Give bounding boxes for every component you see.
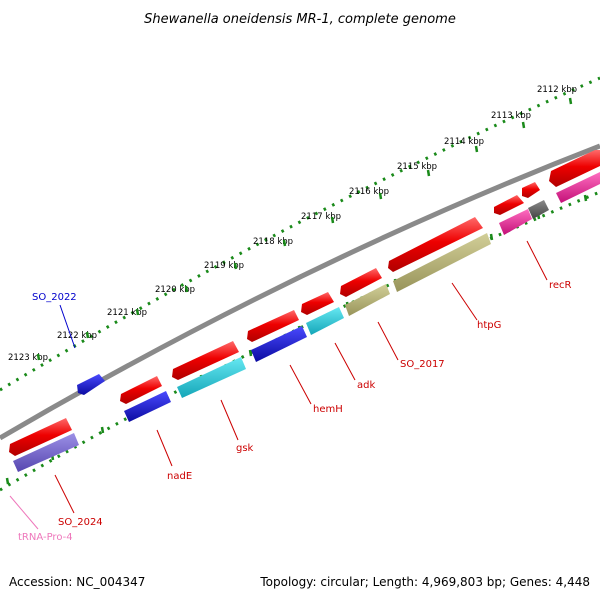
tick-label-2112: 2112 kbp [537,85,577,95]
major-tick-marks [36,97,573,361]
tick-label-2116: 2116 kbp [349,187,389,197]
tick-label-2115: 2115 kbp [397,162,437,172]
cds-arrow-nadE[interactable] [120,376,162,404]
cds-arrow-hemH[interactable] [247,310,299,342]
tick-label-2120: 2120 kbp [155,285,195,295]
label-gsk[interactable]: gsk [236,443,254,454]
label-leader-lines [9,240,548,530]
tick-label-2121: 2121 kbp [107,308,147,318]
tick-label-2119: 2119 kbp [204,261,244,271]
label-htpG[interactable]: htpG [477,320,501,331]
tick-label-2122: 2122 kbp [57,331,97,341]
cds-arrow-SO_2022[interactable] [77,374,105,395]
label-hemH[interactable]: hemH [313,404,343,415]
cds-arrow-SO_2017[interactable] [340,268,382,297]
genome-backbone [0,143,600,441]
kbp-ticks: 2112 kbp 2113 kbp 2114 kbp 2115 kbp 2116… [8,85,577,363]
cds-arrow-adk[interactable] [301,292,334,315]
tick-label-2113: 2113 kbp [491,111,531,121]
gene-labels: recR htpG SO_2017 adk hemH gsk nadE SO_2… [18,280,572,543]
label-SO_2017[interactable]: SO_2017 [400,359,445,370]
feature-bar-cyan-adk[interactable] [306,307,344,335]
feature-bar-gray[interactable] [528,200,549,219]
cds-arrow-recR-small[interactable] [494,195,524,215]
label-SO_2022[interactable]: SO_2022 [32,292,77,303]
label-adk[interactable]: adk [357,380,375,391]
tick-label-2118: 2118 kbp [253,237,293,247]
label-recR[interactable]: recR [549,280,572,291]
map-title: Shewanella oneidensis MR-1, complete gen… [144,12,456,27]
feature-row [13,172,600,472]
feature-bar-blue-nadE[interactable] [124,391,171,422]
cds-arrow-recR[interactable] [522,182,540,198]
tick-label-2123: 2123 kbp [8,353,48,363]
label-SO_2024[interactable]: SO_2024 [58,517,103,528]
label-nadE[interactable]: nadE [167,471,192,482]
genome-info-text: Topology: circular; Length: 4,969,803 bp… [259,575,590,589]
cds-arrow-gsk[interactable] [172,341,239,380]
feature-bar-magenta-right[interactable] [556,172,600,203]
feature-bar-olive-htpG[interactable] [393,233,491,292]
inner-dotted-ring [0,190,600,492]
outer-tick-ring [0,76,600,392]
feature-bar-purple[interactable] [13,433,79,472]
feature-bar-blue-hemH[interactable] [251,326,307,362]
label-tRNA-Pro-4[interactable]: tRNA-Pro-4 [18,532,73,543]
cds-arrow-htpG[interactable] [388,217,483,272]
feature-bar-cyan-gsk[interactable] [177,357,246,398]
feature-bar-magenta[interactable] [499,209,532,235]
cds-row-red [9,150,600,456]
feature-bar-olive-SO_2017[interactable] [345,284,390,316]
cds-arrow-SO_2024[interactable] [9,418,72,456]
tick-label-2114: 2114 kbp [444,137,484,147]
cds-arrow-recR-upstream[interactable] [549,150,600,187]
accession-text: Accession: NC_004347 [9,575,145,589]
tick-label-2117: 2117 kbp [301,212,341,222]
